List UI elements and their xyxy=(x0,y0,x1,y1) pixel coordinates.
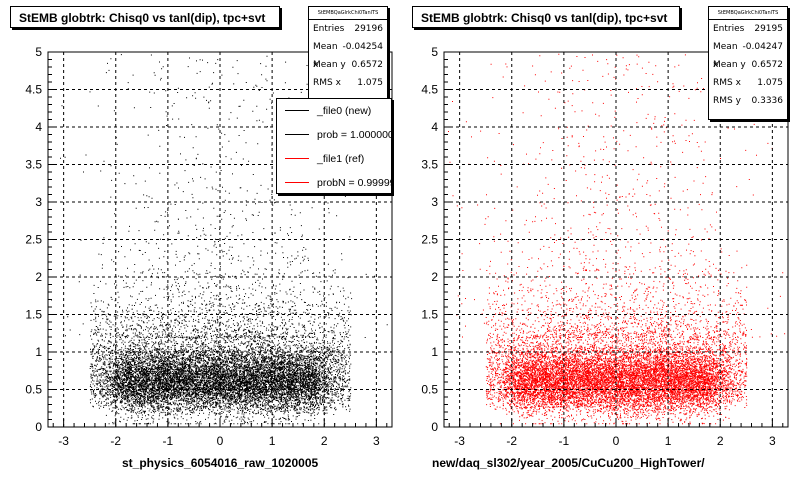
x-tick-label: 2 xyxy=(321,434,328,448)
x-tick-label: 3 xyxy=(769,434,776,448)
legend-label: prob = 1.000000 xyxy=(317,129,392,141)
y-tick-label: 5 xyxy=(35,45,42,59)
y-tick-label: 2.5 xyxy=(25,233,42,247)
legend-entry-file1: _file1 (ref) xyxy=(277,147,391,171)
y-tick-label: 4.5 xyxy=(421,83,438,97)
left-stats-value: 0.6572 xyxy=(351,60,384,70)
x-tick-label: -3 xyxy=(58,434,69,448)
legend-entry-file0: _file0 (new) xyxy=(277,99,391,123)
left-stats-box: StEMBQaGlrkChi0TanlTS Entries 29196 Mean… xyxy=(308,6,388,102)
y-tick-label: 3 xyxy=(35,195,42,209)
left-pad: -3 -2 -1 0 1 2 3 0 0.5 1 1.5 2 2.5 3 3.5 4 4.5 5 StEMB gl… xyxy=(10,6,393,470)
y-tick-label: 1.5 xyxy=(25,308,42,322)
legend-label: _file0 (new) xyxy=(317,105,372,117)
right-stats-row-rms-y: RMS y 0.3336 xyxy=(709,92,787,110)
right-x-axis-label: new/daq_sl302/year_2005/CuCu200_HighTowe… xyxy=(432,456,705,470)
y-tick-label: 0.5 xyxy=(421,383,438,397)
y-tick-label: 3.5 xyxy=(421,158,438,172)
legend-label: probN = 0.999999 xyxy=(317,177,391,189)
y-tick-label: 1.5 xyxy=(421,308,438,322)
right-stats-label: Mean y xyxy=(713,60,746,70)
left-stats-row-rms-x: RMS x 1.075 xyxy=(309,74,387,92)
y-tick-label: 2 xyxy=(35,270,42,284)
right-stats-header: StEMBQaGlrkChi0TanlTS xyxy=(709,7,787,20)
x-tick-label: -1 xyxy=(163,434,174,448)
legend-box: _file0 (new) prob = 1.000000 _file1 (ref… xyxy=(276,98,392,194)
right-pad: -3 -2 -1 0 1 2 3 0 0.5 1 1.5 2 2.5 3 3.5 4 4.5 5 StEMB gl… xyxy=(400,0,800,480)
legend-line-black xyxy=(285,110,309,111)
right-stats-value: 0.6572 xyxy=(751,60,784,70)
y-tick-label: 0 xyxy=(35,420,42,434)
left-stats-row-entries: Entries 29196 xyxy=(309,20,387,38)
legend-line-black xyxy=(285,134,309,135)
x-tick-label: 3 xyxy=(373,434,380,448)
right-stats-label: RMS y xyxy=(713,96,741,106)
y-tick-label: 3 xyxy=(431,195,438,209)
right-stats-row-entries: Entries 29195 xyxy=(709,20,787,38)
right-stats-row-mean-x: Mean x -0.04247 xyxy=(709,38,787,70)
x-tick-label: 2 xyxy=(717,434,724,448)
y-tick-label: 1 xyxy=(35,345,42,359)
y-tick-label: 4 xyxy=(35,120,42,134)
x-tick-label: -3 xyxy=(454,434,465,448)
left-x-axis-label: st_physics_6054016_raw_1020005 xyxy=(122,456,319,470)
y-tick-label: 2 xyxy=(431,270,438,284)
y-tick-label: 0.5 xyxy=(25,383,42,397)
x-tick-label: 0 xyxy=(217,434,224,448)
y-tick-label: 2.5 xyxy=(421,233,438,247)
left-stats-value: -0.04254 xyxy=(342,42,383,52)
right-stats-row-rms-x: RMS x 1.075 xyxy=(709,74,787,92)
right-stats-value: 29195 xyxy=(754,24,783,34)
right-stats-label: Mean x xyxy=(713,42,738,70)
y-tick-label: 4.5 xyxy=(25,83,42,97)
x-tick-label: -1 xyxy=(559,434,570,448)
left-stats-label: Mean x xyxy=(313,42,338,70)
x-tick-label: -2 xyxy=(110,434,121,448)
y-tick-label: 4 xyxy=(431,120,438,134)
x-tick-label: 1 xyxy=(269,434,276,448)
y-tick-label: 1 xyxy=(431,345,438,359)
left-plot-title: StEMB globtrk: Chisq0 vs tanl(dip), tpc+… xyxy=(10,6,280,28)
right-stats-value: 1.075 xyxy=(757,78,783,88)
legend-label: _file1 (ref) xyxy=(317,153,365,165)
left-stats-label: Entries xyxy=(313,24,345,34)
right-stats-box: StEMBQaGlrkChi0TanlTS Entries 29195 Mean… xyxy=(708,6,788,120)
left-stats-label: RMS x xyxy=(313,78,341,88)
y-tick-label: 0 xyxy=(431,420,438,434)
left-stats-value: 29196 xyxy=(354,24,383,34)
right-stats-value: -0.04247 xyxy=(742,42,783,52)
right-scatter-plot: -3 -2 -1 0 1 2 3 0 0.5 1 1.5 2 2.5 3 3.5 4 4.5 5 xyxy=(421,45,789,448)
y-tick-label: 3.5 xyxy=(25,158,42,172)
right-plot-title: StEMB globtrk: Chisq0 vs tanl(dip), tpc+… xyxy=(412,6,680,28)
left-stats-row-mean-y: Mean y 0.6572 xyxy=(309,56,387,74)
y-tick-label: 5 xyxy=(431,45,438,59)
left-stats-row-mean-x: Mean x -0.04254 xyxy=(309,38,387,70)
legend-line-red xyxy=(285,182,309,183)
right-stats-row-mean-y: Mean y 0.6572 xyxy=(709,56,787,74)
right-stats-label: RMS x xyxy=(713,78,741,88)
right-stats-label: Entries xyxy=(713,24,745,34)
left-stats-label: Mean y xyxy=(313,60,346,70)
legend-entry-probn: probN = 0.999999 xyxy=(277,171,391,193)
legend-line-red xyxy=(285,158,309,159)
x-tick-label: -2 xyxy=(506,434,517,448)
x-tick-label: 0 xyxy=(613,434,620,448)
left-stats-value: 1.075 xyxy=(357,78,383,88)
x-tick-label: 1 xyxy=(665,434,672,448)
legend-entry-prob: prob = 1.000000 xyxy=(277,123,391,147)
left-stats-header: StEMBQaGlrkChi0TanlTS xyxy=(309,7,387,20)
right-stats-value: 0.3336 xyxy=(751,96,784,106)
